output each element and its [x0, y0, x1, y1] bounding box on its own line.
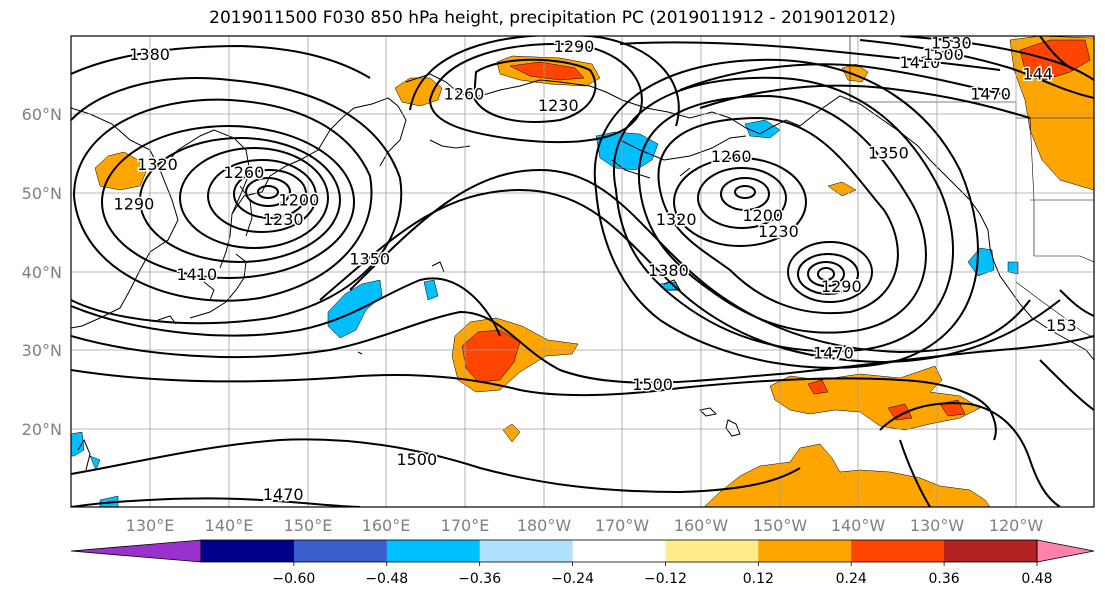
- lon-tick-label: 160°W: [674, 516, 729, 535]
- contour-label: 1260: [224, 163, 265, 182]
- lat-tick-label: 50°N: [22, 184, 62, 203]
- map-title: 2019011500 F030 850 hPa height, precipit…: [209, 8, 896, 28]
- contour-label: 1470: [263, 485, 304, 504]
- colorbar-extend-high: [1036, 539, 1095, 563]
- contour-label: 1200: [742, 206, 783, 225]
- contour-label: 1230: [758, 222, 799, 241]
- lon-tick-label: 150°E: [284, 516, 333, 535]
- contour-label: 1500: [923, 45, 964, 64]
- colorbar-tick-label: −0.60: [272, 571, 315, 587]
- colorbar-swatch: [201, 540, 295, 562]
- contour-label: 1530: [931, 33, 972, 52]
- lon-tick-label: 150°W: [753, 516, 808, 535]
- contour-label: 1290: [114, 194, 155, 213]
- lon-tick-label: 180°W: [517, 516, 572, 535]
- contour-label: 1290: [821, 277, 862, 296]
- lon-tick-label: 170°E: [441, 516, 490, 535]
- colorbar-swatch: [665, 540, 759, 562]
- lon-tick-label: 170°W: [595, 516, 650, 535]
- contour-label: 1320: [656, 210, 697, 229]
- contour-label: 1260: [444, 84, 485, 103]
- colorbar-tick-label: −0.36: [458, 571, 501, 587]
- colorbar-tick-label: 0.36: [929, 571, 960, 587]
- colorbar-swatch: [851, 540, 945, 562]
- colorbar-swatch: [572, 540, 666, 562]
- coastlines: [71, 73, 1094, 471]
- colorbar: −0.60 −0.48 −0.36 −0.24 −0.12 0.12 0.24 0.36 0.4…: [70, 539, 1095, 587]
- colorbar-swatch: [758, 540, 852, 562]
- colorbar-swatch: [479, 540, 574, 562]
- colorbar-tick-label: 0.12: [743, 571, 774, 587]
- contour-label: 1350: [349, 249, 390, 268]
- contour-label: 1470: [813, 344, 854, 363]
- colorbar-extend-low: [70, 539, 202, 563]
- contour-label: 1350: [868, 143, 909, 162]
- contour-label: 1200: [279, 191, 320, 210]
- contour-label: 1410: [176, 265, 217, 284]
- lat-tick-label: 30°N: [22, 341, 62, 360]
- contour-label: 1320: [137, 155, 178, 174]
- contour-label: 1290: [554, 37, 595, 56]
- colorbar-swatch: [293, 540, 388, 562]
- contour-label: 1230: [538, 96, 579, 115]
- contour-label: 1260: [711, 147, 752, 166]
- colorbar-swatch: [386, 540, 481, 562]
- contour-label: 1410: [900, 53, 941, 72]
- height-contours: [71, 36, 1094, 507]
- colorbar-swatch: [944, 540, 1038, 562]
- colorbar-tick-label: −0.12: [644, 571, 687, 587]
- colorbar-tick-label: −0.24: [551, 571, 594, 587]
- lon-tick-label: 120°W: [989, 516, 1044, 535]
- contour-label: 153: [1046, 316, 1077, 335]
- contour-label: 1500: [396, 450, 437, 469]
- contour-label: 1500: [632, 375, 673, 394]
- lon-tick-label: 130°E: [126, 516, 175, 535]
- colorbar-tick-label: 0.48: [1021, 571, 1052, 587]
- latitude-axis: 60°N 50°N 40°N 30°N 20°N: [22, 105, 62, 439]
- map-frame: [70, 35, 1095, 508]
- lat-tick-label: 60°N: [22, 105, 62, 124]
- lon-tick-label: 140°W: [831, 516, 886, 535]
- contour-label: 144: [1023, 65, 1054, 84]
- lon-tick-label: 140°E: [205, 516, 254, 535]
- gridlines: [71, 36, 1094, 507]
- lat-tick-label: 20°N: [22, 420, 62, 439]
- lon-tick-label: 130°W: [910, 516, 965, 535]
- colorbar-tick-label: 0.24: [836, 571, 867, 587]
- colorbar-tick-label: −0.48: [365, 571, 408, 587]
- contour-label: 1230: [263, 210, 304, 229]
- lon-tick-label: 160°E: [362, 516, 411, 535]
- contour-label: 1380: [129, 45, 170, 64]
- precipitation-shading: [71, 36, 1094, 507]
- longitude-axis: 130°E 140°E 150°E 160°E 170°E 180°W 170°…: [126, 516, 1044, 535]
- contour-label: 1380: [648, 261, 689, 280]
- colorbar-frame: [200, 539, 1038, 563]
- lat-tick-label: 40°N: [22, 263, 62, 282]
- contour-label: 1470: [970, 84, 1011, 103]
